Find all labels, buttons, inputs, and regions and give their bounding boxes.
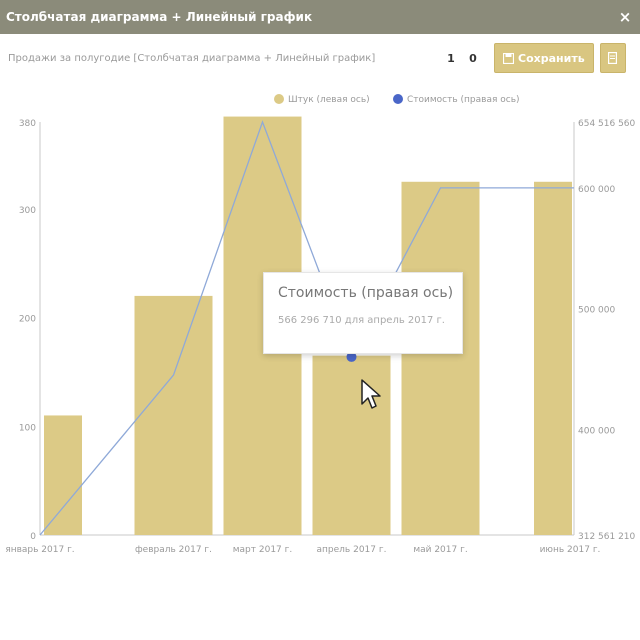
toolbar-value-1[interactable]: 1 [447, 51, 455, 65]
x-tick-label: июнь 2017 г. [540, 545, 601, 555]
document-icon [608, 52, 618, 64]
x-tick-label: январь 2017 г. [5, 545, 74, 555]
mouse-cursor-icon [361, 379, 381, 409]
legend-label-line[interactable]: Стоимость (правая ось) [407, 95, 520, 105]
y-right-tick-label: 600 000 [578, 185, 615, 195]
legend-marker-bars [274, 94, 284, 104]
y-left-tick-label: 200 [19, 315, 36, 325]
close-icon[interactable]: × [618, 8, 632, 26]
combo-chart: 0 100 200 300 380 312 561 210 400 000 500 000 60… [5, 94, 636, 555]
y-left-tick-label: 380 [19, 119, 36, 129]
line-point[interactable] [346, 351, 357, 362]
toolbar-value-2[interactable]: 0 [469, 51, 477, 65]
save-button-label: Сохранить [518, 51, 585, 65]
bar[interactable] [44, 415, 82, 535]
floppy-disk-icon [503, 52, 514, 64]
save-button[interactable]: Сохранить [494, 43, 594, 73]
chart-toolbar: Продажи за полугодие [Столбчатая диаграм… [0, 34, 640, 82]
y-right-tick-label: 500 000 [578, 306, 615, 316]
tooltip-title: Стоимость (правая ось) [278, 285, 454, 301]
x-tick-label: февраль 2017 г. [135, 545, 212, 555]
chart-tooltip: Стоимость (правая ось) 566 296 710 для а… [263, 272, 463, 354]
y-left-tick-label: 100 [19, 423, 36, 433]
window-titlebar: Столбчатая диаграмма + Линейный график × [0, 0, 640, 34]
y-right-tick-label: 654 516 560 [578, 119, 636, 129]
x-tick-label: апрель 2017 г. [317, 545, 387, 555]
y-left-tick-label: 0 [30, 532, 36, 542]
legend-marker-line [393, 94, 403, 104]
x-tick-label: март 2017 г. [233, 545, 292, 555]
window-title: Столбчатая диаграмма + Линейный график [6, 10, 313, 24]
bar[interactable] [534, 181, 572, 535]
bar[interactable] [401, 181, 480, 535]
y-left-tick-label: 300 [19, 206, 36, 216]
y-right-tick-label: 312 561 210 [578, 532, 636, 542]
y-right-tick-label: 400 000 [578, 426, 615, 436]
more-button[interactable] [599, 43, 626, 73]
bar[interactable] [134, 295, 213, 535]
legend-label-bars[interactable]: Штук (левая ось) [288, 95, 370, 105]
line-series [39, 120, 574, 536]
tooltip-body: 566 296 710 для апрель 2017 г. [278, 315, 445, 326]
chart-subtitle: Продажи за полугодие [Столбчатая диаграм… [8, 52, 376, 64]
x-tick-label: май 2017 г. [413, 545, 467, 555]
bar[interactable] [312, 355, 391, 535]
